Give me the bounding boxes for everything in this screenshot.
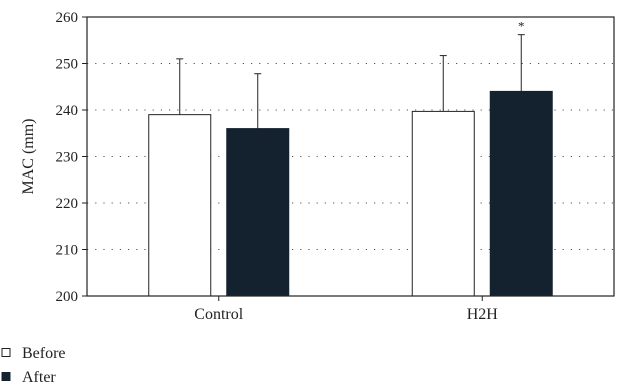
legend-label: Before: [22, 345, 66, 362]
significance-marker: *: [518, 19, 525, 34]
bars: [148, 90, 553, 297]
x-axis-categories: Control H2H: [194, 296, 498, 323]
x-category-label: H2H: [467, 306, 499, 323]
legend-label: After: [22, 369, 56, 386]
bar-before-control: [148, 114, 212, 297]
legend-swatch: [1, 372, 11, 381]
y-tick-label: 200: [56, 289, 79, 305]
annotations: *: [518, 19, 525, 34]
bar-before-h2h: [411, 110, 475, 297]
grid-lines: [87, 63, 614, 250]
legend-swatch: [1, 348, 11, 357]
legend: Before After: [1, 345, 66, 386]
bar-after-h2h: [489, 90, 553, 297]
x-category-label: Control: [194, 306, 243, 323]
error-bars: [176, 34, 525, 129]
bar-after-control: [226, 128, 290, 297]
y-tick-label: 230: [56, 150, 79, 166]
y-tick-label: 250: [56, 57, 79, 73]
y-axis-label: MAC (mm): [20, 119, 37, 195]
y-axis-ticks: 200 210 220 230 240 250 260: [56, 10, 87, 305]
y-tick-label: 260: [56, 10, 79, 26]
y-tick-label: 210: [56, 243, 79, 259]
y-tick-label: 220: [56, 196, 79, 212]
y-tick-label: 240: [56, 103, 79, 119]
